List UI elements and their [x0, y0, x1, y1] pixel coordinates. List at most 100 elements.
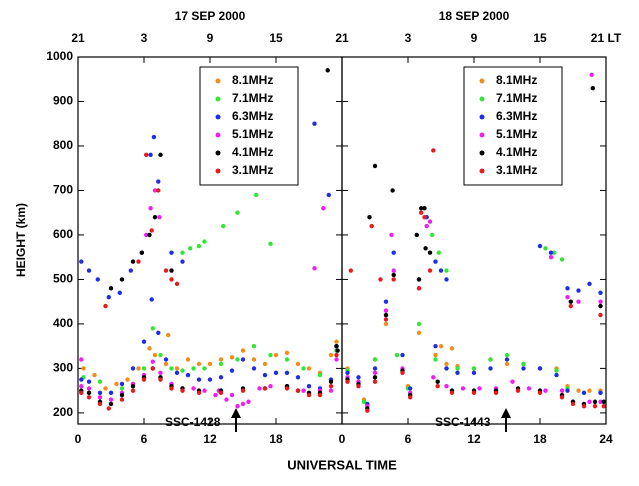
data-point	[504, 352, 510, 358]
data-point	[488, 357, 493, 362]
data-point	[136, 366, 141, 371]
data-point	[273, 352, 279, 358]
data-point	[108, 390, 114, 396]
data-point	[108, 286, 114, 291]
data-point	[268, 241, 273, 247]
data-point	[576, 388, 581, 393]
data-point	[251, 343, 257, 349]
data-point	[559, 395, 565, 400]
legend: 8.1MHz 7.1MHz 6.3MHz 5.1MHz 4.1MHz 3.1MHz	[463, 66, 563, 186]
data-point	[537, 243, 543, 249]
data-point	[86, 379, 92, 384]
data-point	[130, 388, 136, 393]
y-tick-label: 800	[53, 138, 73, 152]
data-point	[334, 352, 339, 358]
data-point	[306, 366, 312, 371]
legend-marker	[479, 150, 485, 156]
data-point	[372, 370, 378, 376]
data-point	[119, 381, 125, 387]
data-point	[334, 343, 339, 349]
data-point	[416, 286, 422, 291]
data-point	[598, 390, 603, 396]
data-point	[284, 386, 290, 391]
data-point	[128, 268, 133, 273]
data-point	[240, 348, 246, 353]
data-point	[455, 370, 460, 376]
data-point	[92, 372, 97, 378]
data-point	[444, 268, 449, 273]
data-point	[180, 368, 185, 373]
data-point	[390, 188, 395, 193]
data-point	[306, 383, 312, 389]
data-point	[383, 321, 389, 327]
data-point	[262, 386, 268, 391]
data-point	[345, 379, 350, 384]
data-point	[86, 395, 92, 400]
data-point	[117, 290, 123, 295]
legend-label: 5.1MHz	[496, 127, 537, 141]
data-point	[240, 357, 246, 362]
data-point	[565, 295, 570, 300]
data-point	[108, 401, 114, 407]
data-point	[559, 257, 565, 262]
data-point	[598, 299, 603, 304]
data-point	[213, 392, 218, 398]
data-point	[262, 372, 268, 378]
data-point	[156, 330, 161, 336]
data-point	[240, 401, 246, 407]
legend-label: 6.3MHz	[496, 109, 537, 123]
legend-label: 4.1MHz	[496, 145, 537, 159]
legend-marker	[215, 114, 221, 120]
legend: 8.1MHz 7.1MHz 6.3MHz 5.1MHz 4.1MHz 3.1MHz	[199, 66, 299, 186]
data-point	[229, 368, 235, 373]
data-point	[295, 375, 301, 380]
data-point	[328, 388, 334, 393]
data-point	[169, 250, 174, 255]
x2-tick-label: 21	[71, 31, 85, 45]
data-point	[422, 206, 427, 211]
data-point	[598, 290, 603, 295]
x2-tick-label: 15	[269, 31, 283, 45]
y-tick-label: 700	[53, 183, 73, 197]
data-point	[568, 303, 573, 309]
data-point	[306, 392, 312, 398]
data-point	[180, 388, 185, 393]
data-point	[435, 383, 440, 389]
data-point	[515, 388, 521, 393]
legend-label: 5.1MHz	[232, 127, 273, 141]
data-point	[202, 239, 207, 244]
data-point	[149, 297, 154, 302]
data-point	[433, 357, 438, 362]
data-point	[372, 357, 378, 362]
data-point	[152, 214, 158, 220]
x2-tick-label: 9	[207, 31, 214, 45]
data-point	[598, 399, 603, 404]
data-point	[408, 386, 413, 391]
data-point	[130, 366, 136, 371]
data-point	[174, 366, 180, 371]
legend-marker	[479, 96, 485, 102]
data-point	[185, 357, 191, 362]
legend-label: 4.1MHz	[232, 145, 273, 159]
data-point	[400, 370, 405, 376]
data-point	[106, 295, 112, 300]
data-point	[119, 392, 125, 398]
data-point	[365, 408, 370, 413]
y-tick-label: 600	[53, 227, 73, 241]
data-point	[268, 383, 273, 389]
data-point	[431, 375, 436, 380]
legend-label: 6.3MHz	[232, 109, 273, 123]
data-point	[328, 352, 334, 358]
data-point	[568, 299, 573, 304]
data-point	[444, 366, 449, 371]
data-point	[325, 68, 330, 73]
x2-tick-label: 9	[471, 31, 478, 45]
data-point	[601, 399, 606, 404]
plot-frame	[341, 56, 607, 425]
data-point	[422, 214, 427, 220]
data-point	[419, 206, 424, 211]
data-point	[526, 386, 532, 391]
data-point	[163, 268, 169, 273]
data-point	[559, 388, 565, 393]
data-point	[592, 404, 598, 409]
